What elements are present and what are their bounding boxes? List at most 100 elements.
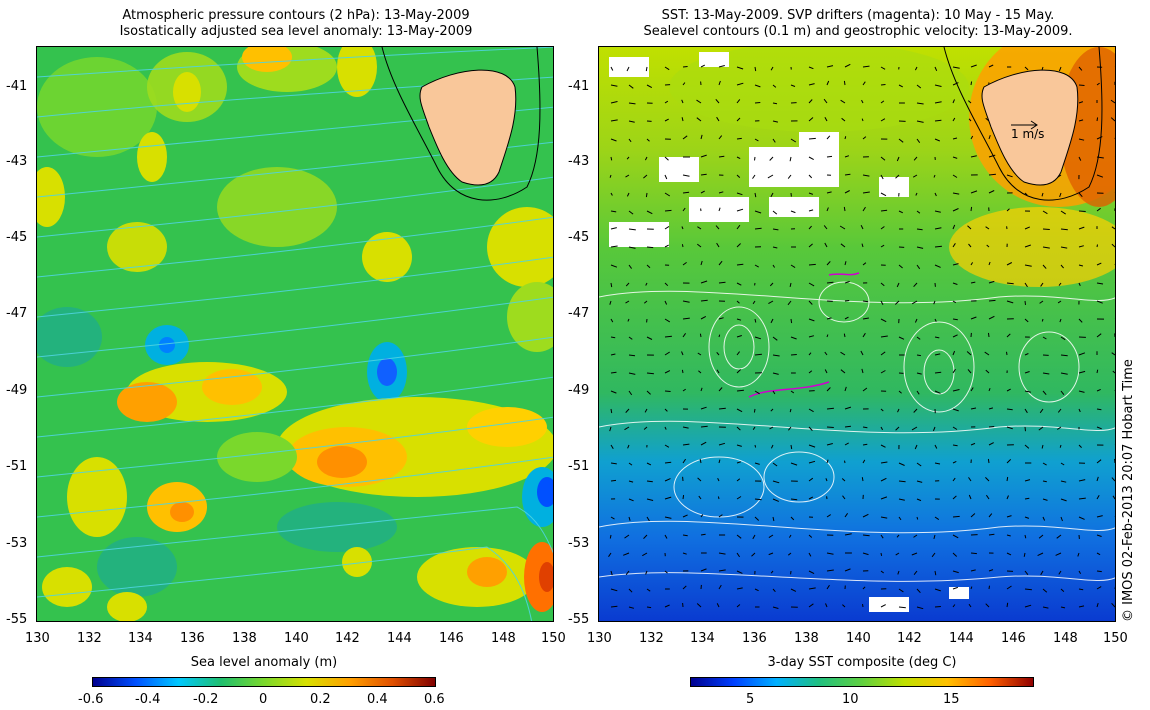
- velocity-arrow: [1114, 444, 1115, 445]
- velocity-arrow: [808, 66, 814, 70]
- velocity-arrow: [610, 336, 616, 339]
- velocity-arrow: [770, 570, 774, 574]
- velocity-arrow: [682, 333, 687, 338]
- velocity-arrow: [898, 138, 904, 143]
- velocity-arrow: [753, 408, 756, 413]
- velocity-arrow: [952, 263, 959, 266]
- velocity-arrow: [664, 461, 672, 464]
- velocity-arrow: [696, 603, 702, 608]
- velocity-arrow: [646, 516, 650, 522]
- velocity-arrow: [1056, 534, 1062, 539]
- velocity-arrow: [627, 318, 630, 322]
- velocity-arrow: [718, 155, 725, 158]
- velocity-arrow: [1096, 476, 1099, 482]
- velocity-arrow: [1114, 192, 1115, 193]
- sea-level-anomaly-map: [36, 46, 554, 622]
- velocity-arrow: [1024, 353, 1029, 356]
- velocity-arrow: [646, 462, 652, 466]
- velocity-arrow: [808, 99, 813, 104]
- lon-tick: 146: [1001, 631, 1026, 646]
- velocity-arrow: [894, 300, 900, 305]
- velocity-arrow: [913, 156, 918, 161]
- colorbar-tick: 0.6: [424, 692, 445, 707]
- velocity-arrow: [988, 173, 996, 176]
- velocity-arrow: [1096, 494, 1100, 500]
- velocity-arrow: [1078, 408, 1081, 413]
- velocity-arrow: [772, 516, 775, 522]
- velocity-arrow: [718, 387, 723, 392]
- velocity-arrow: [628, 390, 633, 396]
- velocity-arrow: [624, 534, 630, 539]
- velocity-arrow: [913, 282, 918, 288]
- velocity-arrow: [808, 534, 813, 538]
- velocity-arrow: [626, 66, 630, 72]
- velocity-arrow: [880, 300, 884, 305]
- velocity-arrow: [898, 84, 904, 88]
- velocity-arrow: [844, 281, 850, 284]
- velocity-arrow: [754, 462, 760, 465]
- velocity-arrow: [933, 300, 936, 305]
- velocity-arrow: [736, 156, 741, 160]
- velocity-arrow: [736, 263, 744, 266]
- lon-tick: 136: [742, 631, 767, 646]
- velocity-arrow: [844, 190, 850, 194]
- velocity-arrow: [1078, 605, 1085, 608]
- velocity-arrow: [896, 534, 900, 538]
- velocity-arrow: [988, 569, 994, 572]
- velocity-arrow: [1041, 444, 1044, 449]
- velocity-arrow: [754, 444, 757, 448]
- velocity-arrow: [1024, 264, 1032, 267]
- velocity-arrow: [988, 513, 993, 518]
- velocity-arrow: [952, 334, 958, 338]
- velocity-arrow: [646, 588, 651, 592]
- velocity-arrow: [664, 570, 668, 574]
- velocity-arrow: [844, 406, 852, 410]
- velocity-arrow: [952, 208, 959, 212]
- velocity-arrow: [610, 605, 618, 608]
- velocity-arrow: [1057, 300, 1062, 304]
- velocity-arrow: [643, 300, 648, 304]
- velocity-arrow: [880, 244, 885, 248]
- velocity-arrow: [643, 426, 648, 430]
- velocity-arrow: [700, 154, 707, 158]
- velocity-arrow: [826, 426, 834, 428]
- velocity-arrow: [1114, 282, 1115, 283]
- velocity-arrow: [826, 281, 834, 284]
- velocity-arrow: [861, 99, 864, 104]
- velocity-arrow: [934, 192, 937, 197]
- velocity-arrow: [736, 300, 740, 304]
- velocity-arrow: [861, 118, 864, 122]
- velocity-arrow: [808, 117, 814, 122]
- velocity-arrow: [1078, 390, 1085, 393]
- velocity-arrow: [1096, 586, 1102, 590]
- velocity-arrow: [628, 354, 636, 357]
- velocity-scale-arrow: [1011, 120, 1038, 130]
- velocity-arrow: [736, 570, 743, 574]
- velocity-arrow: [682, 207, 686, 212]
- velocity-arrow: [934, 318, 937, 322]
- velocity-arrow: [736, 318, 742, 321]
- velocity-arrow: [862, 81, 866, 86]
- velocity-arrow: [826, 584, 830, 590]
- velocity-arrow: [916, 390, 920, 395]
- drifter-tracks: [748, 272, 860, 398]
- velocity-arrow: [968, 494, 972, 500]
- velocity-arrow: [1096, 602, 1099, 608]
- velocity-arrow: [916, 120, 924, 123]
- velocity-arrow: [1024, 588, 1032, 591]
- velocity-arrow: [898, 480, 906, 483]
- colorbar-tick: -0.2: [193, 692, 219, 707]
- velocity-arrow: [898, 588, 904, 593]
- velocity-arrow: [610, 138, 617, 142]
- velocity-arrow: [644, 156, 648, 161]
- velocity-arrow: [841, 478, 846, 482]
- velocity-arrow: [952, 243, 956, 248]
- velocity-arrow: [862, 513, 869, 518]
- right-title-line1: SST: 13-May-2009. SVP drifters (magenta)…: [661, 8, 1055, 23]
- velocity-arrow: [716, 242, 720, 248]
- velocity-arrow: [808, 156, 814, 161]
- velocity-arrow: [1114, 426, 1115, 427]
- velocity-arrow: [1024, 371, 1030, 374]
- velocity-arrow: [898, 498, 905, 501]
- velocity-arrow: [895, 552, 900, 556]
